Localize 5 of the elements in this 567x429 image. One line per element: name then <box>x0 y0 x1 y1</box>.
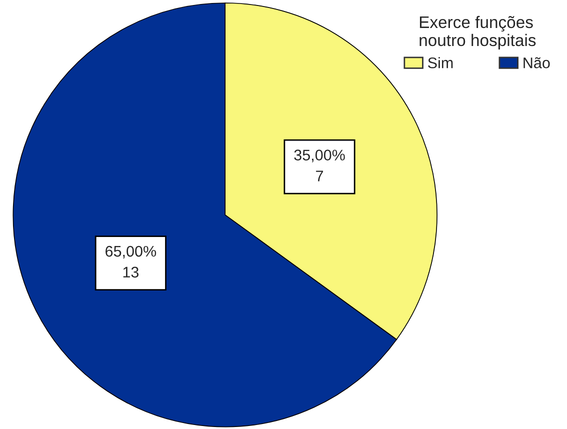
legend-label: Não <box>524 57 550 68</box>
legend-label: Sim <box>428 57 453 68</box>
data-label: 65,00% 13 <box>106 246 156 278</box>
data-label: 35,00% 7 <box>294 150 345 182</box>
legend-title: Exerce funções noutro hospitais <box>420 16 536 50</box>
